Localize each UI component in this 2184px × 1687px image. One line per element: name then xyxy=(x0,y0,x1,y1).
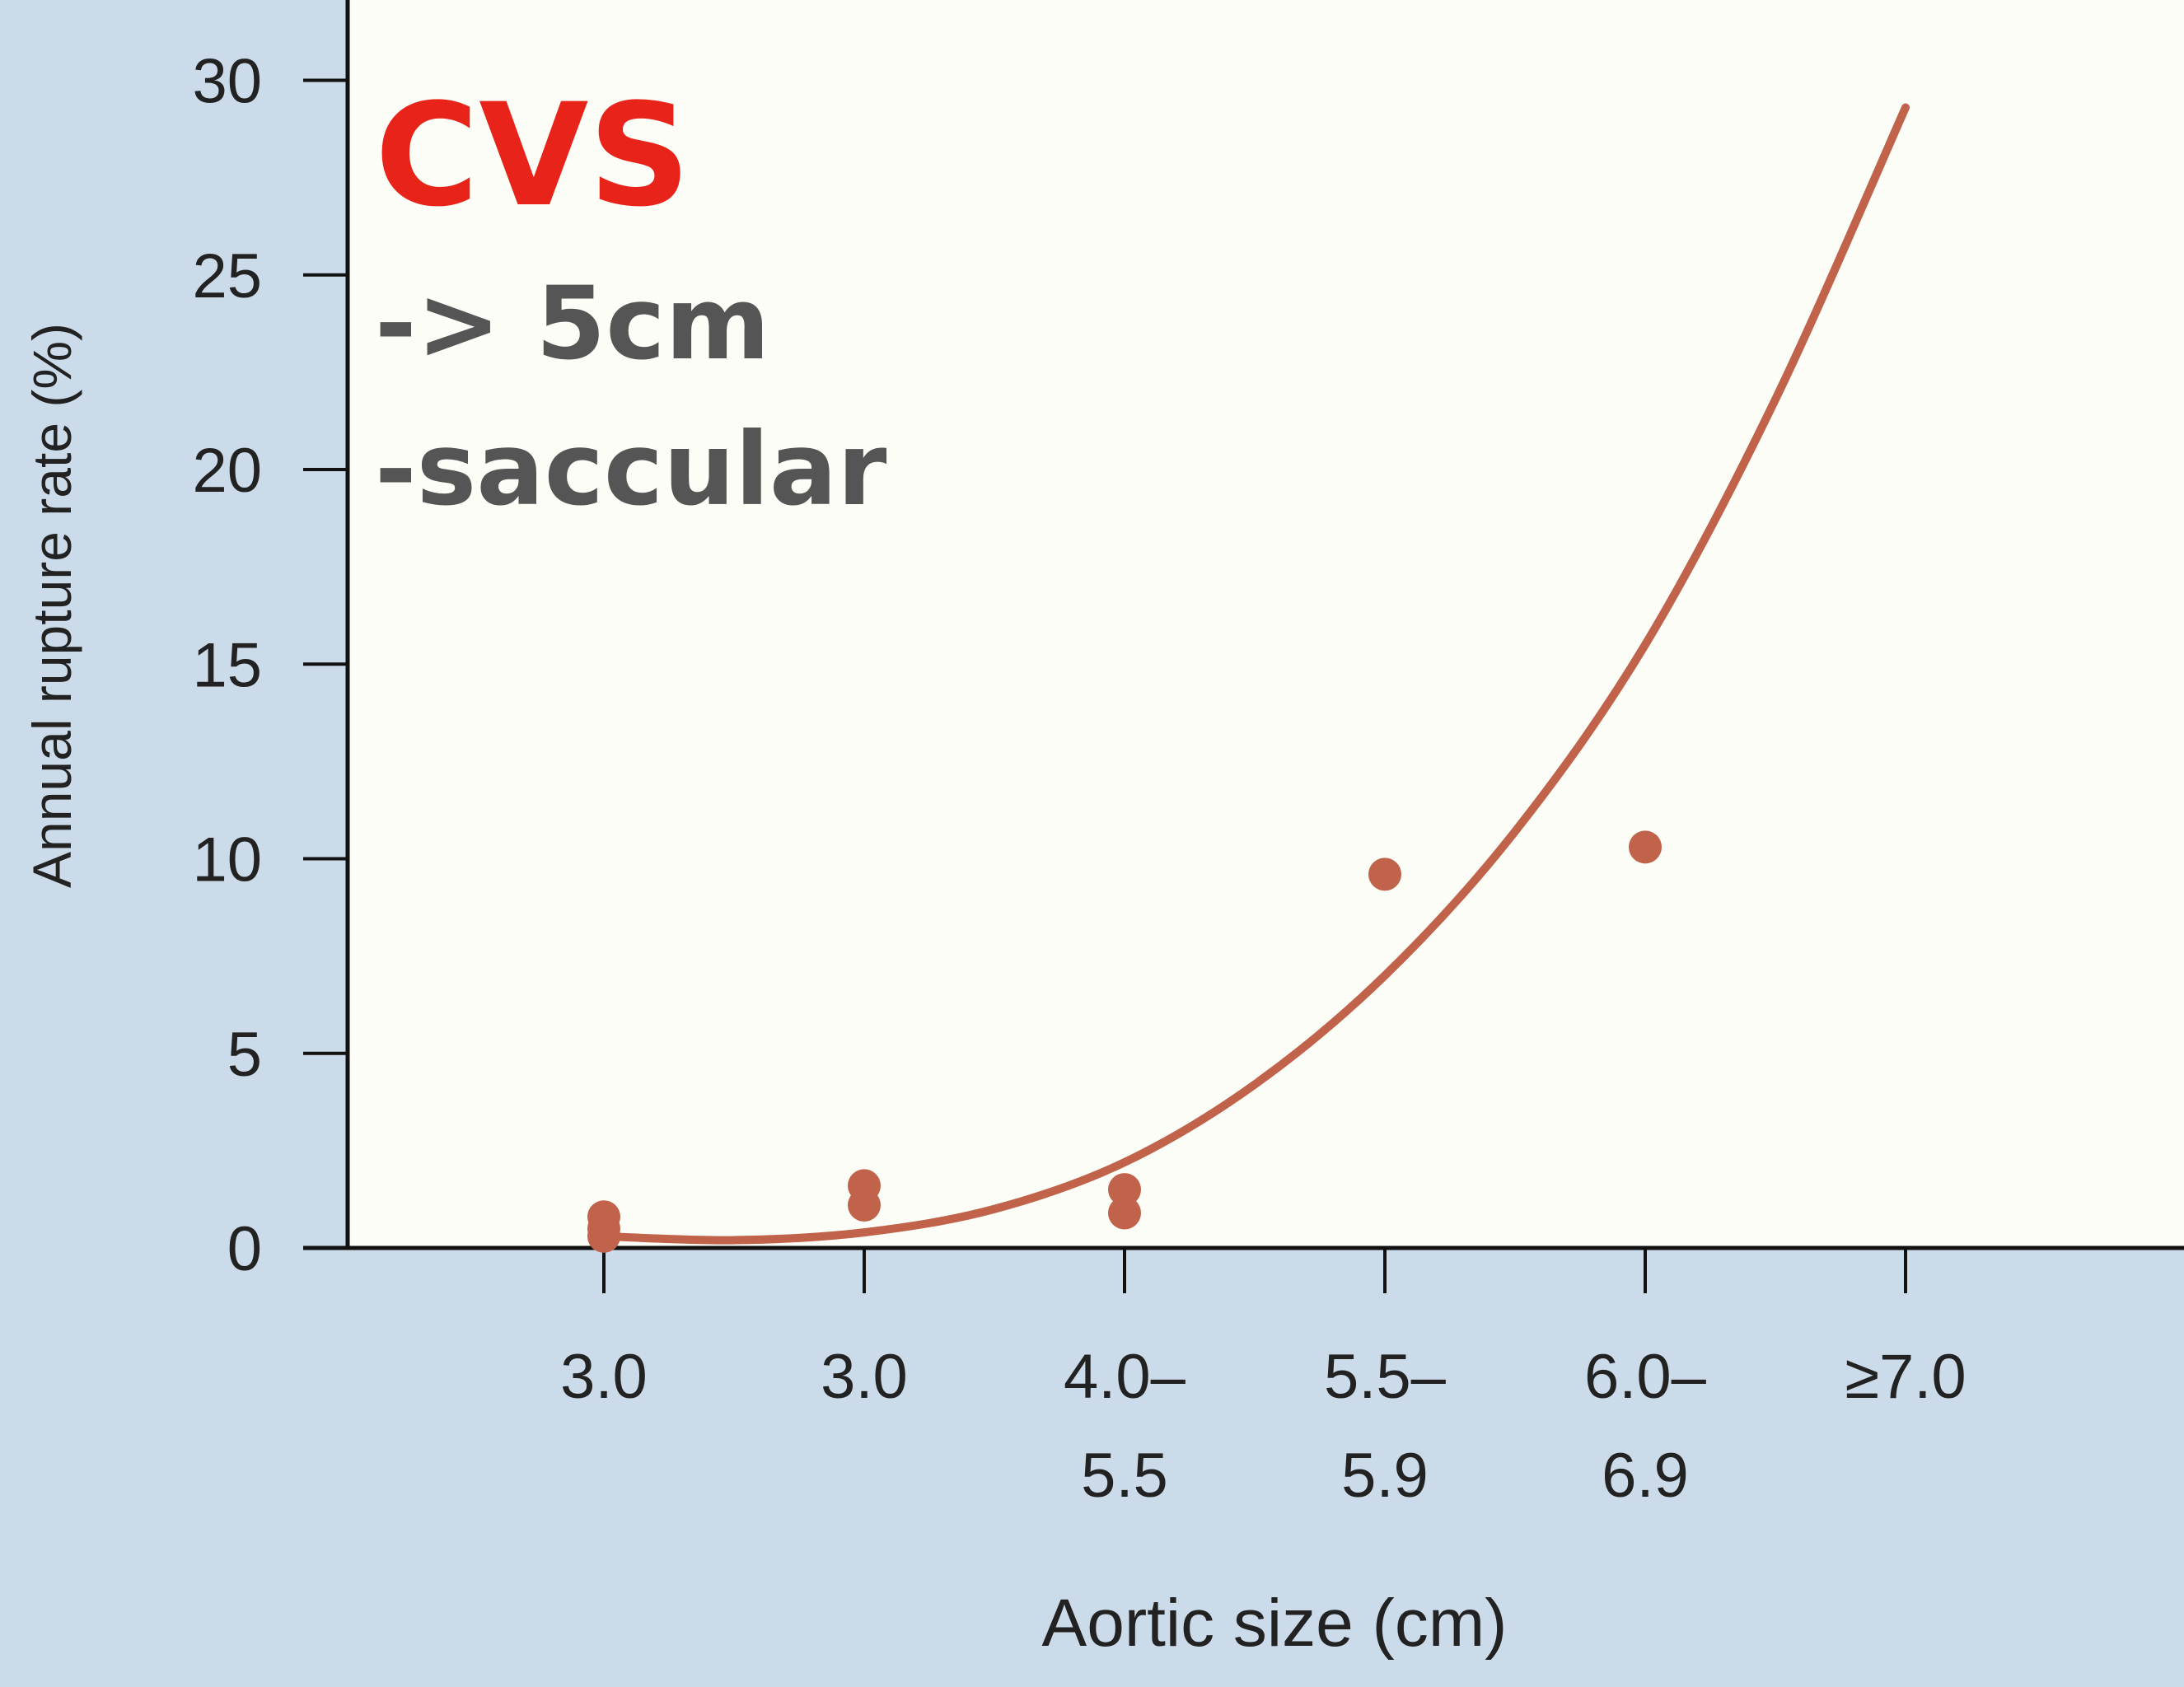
x-tick-label-line2: 5.5 xyxy=(1081,1441,1168,1511)
data-point xyxy=(587,1219,620,1253)
data-point xyxy=(1629,830,1662,864)
annotation-title: CVS xyxy=(375,72,690,238)
annotation-line-1: -> 5cm xyxy=(375,265,770,382)
data-points xyxy=(587,830,1662,1253)
data-point xyxy=(1368,858,1401,891)
x-tick-label-line2: 5.9 xyxy=(1341,1441,1429,1511)
x-tick-label: 3.0 xyxy=(821,1342,908,1412)
x-axis-title: Aortic size (cm) xyxy=(1042,1586,1508,1661)
y-tick-label: 5 xyxy=(227,1020,262,1090)
annotation-line-2: -saccular xyxy=(375,411,886,528)
y-tick-label: 0 xyxy=(227,1214,262,1284)
y-tick-label: 15 xyxy=(192,630,262,700)
x-tick-label: 3.0 xyxy=(560,1342,648,1412)
x-tick-label: 5.5– xyxy=(1324,1342,1447,1412)
y-axis-title: Annual rupture rate (%) xyxy=(21,323,82,888)
y-tick-label: 20 xyxy=(192,436,262,506)
data-point xyxy=(848,1189,881,1222)
data-point xyxy=(1108,1196,1141,1230)
y-tick-label: 30 xyxy=(192,47,262,117)
y-tick-label: 10 xyxy=(192,825,262,895)
x-tick-label: 6.0– xyxy=(1584,1342,1707,1412)
x-tick-label-line2: 6.9 xyxy=(1602,1441,1689,1511)
data-point xyxy=(1108,1173,1141,1207)
y-ticks: 0 5 10 15 20 25 30 xyxy=(192,47,348,1284)
plot-area xyxy=(348,0,2184,1248)
y-tick-label: 25 xyxy=(192,241,262,311)
x-tick-label: ≥7.0 xyxy=(1845,1342,1966,1412)
trend-curve xyxy=(600,103,1910,1245)
x-tick-label: 4.0– xyxy=(1064,1342,1186,1412)
x-ticks: 3.0 3.0 4.0– 5.5 5.5– 5.9 6.0– 6.9 ≥7.0 xyxy=(560,1248,1967,1511)
